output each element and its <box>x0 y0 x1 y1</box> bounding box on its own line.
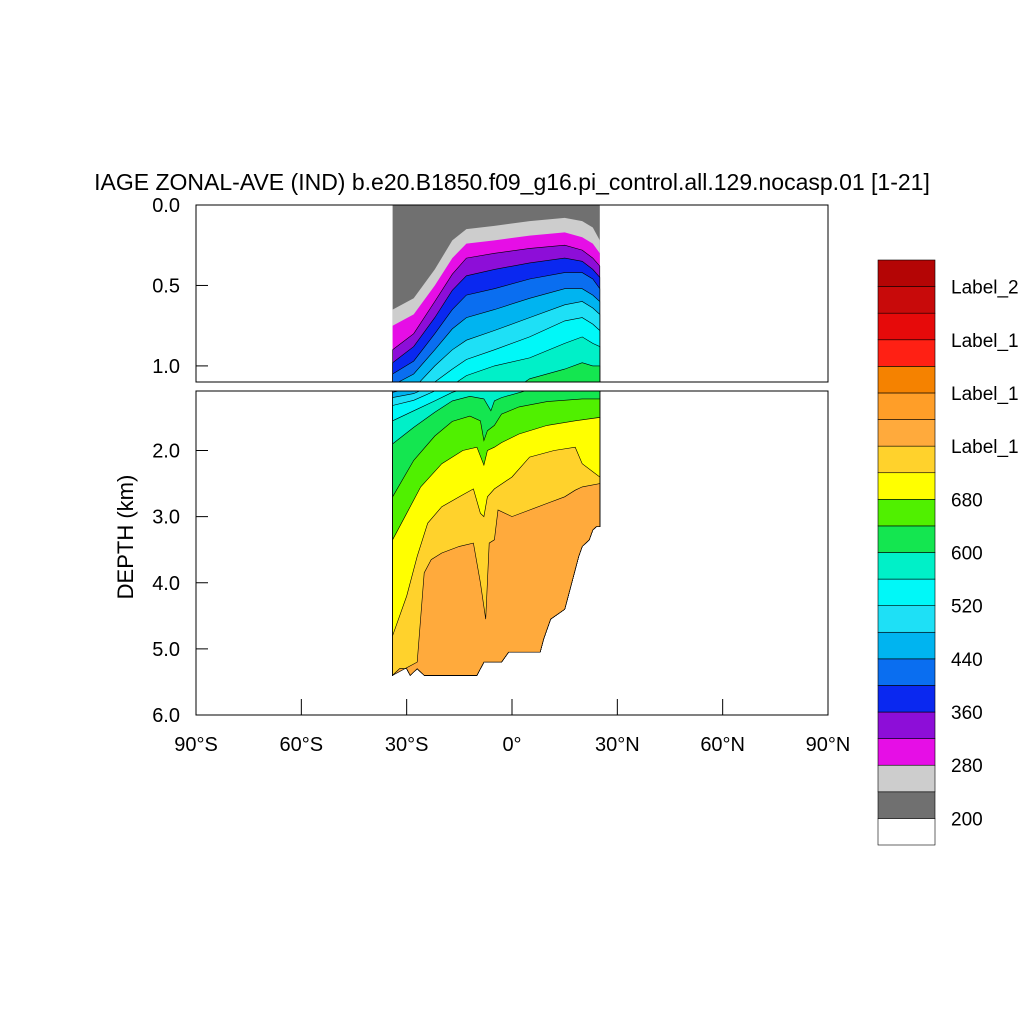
colorbar-swatch <box>877 658 936 686</box>
colorbar-swatch <box>877 711 936 739</box>
x-tick-label: 0° <box>502 734 521 756</box>
x-tick-label: 30°S <box>385 734 429 756</box>
y-tick-label-upper: 0.0 <box>152 195 180 217</box>
x-tick-label: 90°S <box>174 734 218 756</box>
colorbar-swatch <box>877 392 936 420</box>
axes: 0.0 0.5 1.0 2.0 3.0 4.0 5.0 6.0 90°S 60°S 30°S 0° 30… <box>152 195 850 756</box>
upper-panel-frame <box>195 204 829 383</box>
colorbar-label: Label_1 <box>951 384 1019 405</box>
y-tick-label-lower: 2.0 <box>152 441 180 463</box>
x-tick-label: 30°N <box>595 734 640 756</box>
colorbar-swatch <box>877 286 936 314</box>
colorbar-swatch <box>877 552 936 580</box>
colorbar-swatch <box>877 791 936 819</box>
colorbar-swatch <box>877 631 936 660</box>
colorbar-label: Label_1 <box>951 331 1019 352</box>
y-tick-label-upper: 0.5 <box>152 275 180 297</box>
colorbar-swatch <box>877 472 936 500</box>
chart-title: IAGE ZONAL-AVE (IND) b.e20.B1850.f09_g16… <box>94 169 930 195</box>
contour-band-600 <box>524 362 601 382</box>
y-axis-label: DEPTH (km) <box>113 475 138 600</box>
colorbar-swatch <box>877 578 936 606</box>
colorbar-label: Label_2 <box>951 278 1019 299</box>
colorbar-swatch <box>877 419 936 447</box>
colorbar-swatch <box>877 499 936 527</box>
colorbar-swatch <box>877 605 936 633</box>
colorbar-swatch <box>877 339 936 367</box>
colorbar-label: Label_1 <box>951 437 1019 458</box>
colorbar: 200 280 360 440 520 600 680 Label_1 Label_1 Label… <box>877 259 1019 846</box>
colorbar-label: 520 <box>951 597 983 618</box>
contour-band-760 <box>392 483 601 676</box>
y-tick-label-lower: 5.0 <box>152 639 180 661</box>
colorbar-swatch <box>877 312 936 341</box>
lower-panel <box>392 391 601 676</box>
colorbar-swatch <box>877 445 936 474</box>
colorbar-swatch <box>877 685 936 713</box>
x-tick-label: 60°N <box>700 734 745 756</box>
y-tick-label-lower: 4.0 <box>152 573 180 595</box>
x-tick-label: 60°S <box>280 734 324 756</box>
colorbar-swatch <box>877 738 936 766</box>
colorbar-swatch <box>877 259 936 287</box>
y-tick-label-lower: 3.0 <box>152 507 180 529</box>
colorbar-label: 360 <box>951 703 983 724</box>
colorbar-swatch <box>877 818 936 846</box>
y-tick-label-upper: 1.0 <box>152 356 180 378</box>
colorbar-swatch <box>877 525 936 553</box>
colorbar-label: 440 <box>951 650 983 671</box>
colorbar-label: 680 <box>951 490 983 511</box>
upper-panel <box>392 205 601 382</box>
y-tick-label-lower: 6.0 <box>152 705 180 727</box>
colorbar-label: 600 <box>951 544 983 565</box>
colorbar-label: 200 <box>951 809 983 830</box>
colorbar-label: 280 <box>951 756 983 777</box>
x-tick-label: 90°N <box>806 734 851 756</box>
colorbar-swatch <box>877 764 936 793</box>
colorbar-swatch <box>877 366 936 394</box>
